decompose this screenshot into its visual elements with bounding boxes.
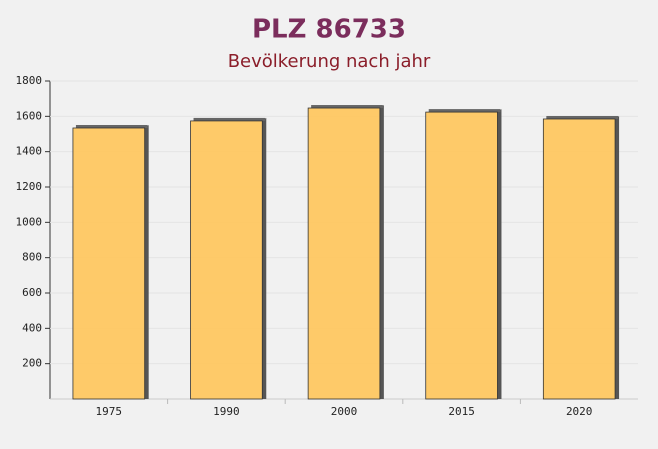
chart-title: PLZ 86733 [252, 15, 406, 45]
bar [190, 120, 263, 400]
bar-shadow [379, 105, 384, 399]
bar-shadow [262, 117, 267, 399]
bar [72, 127, 146, 400]
bar-shadow [615, 115, 620, 399]
bar-shadow-top [546, 115, 619, 119]
bar [425, 111, 498, 400]
bar-shadow-top [193, 117, 266, 121]
y-tick-label: 1600 [16, 109, 43, 122]
x-tick-label: 1990 [213, 405, 240, 418]
x-tick-label: 2020 [566, 405, 593, 418]
bar-shadow-top [311, 105, 383, 109]
bar-shadow-top [75, 124, 148, 128]
bar [542, 118, 616, 400]
x-tick-label: 2000 [331, 405, 358, 418]
y-tick-label: 400 [22, 321, 42, 334]
y-tick-label: 1800 [16, 74, 43, 87]
y-tick-label: 1200 [16, 180, 43, 193]
y-tick-label: 600 [22, 286, 42, 299]
chart-subtitle: Bevölkerung nach jahr [228, 51, 431, 72]
bar-shadow [497, 109, 502, 400]
x-tick-label: 1975 [96, 405, 123, 418]
y-tick-label: 200 [22, 357, 42, 370]
y-tick-label: 800 [22, 251, 42, 264]
x-tick-label: 2015 [448, 405, 475, 418]
bar-shadow [144, 124, 149, 399]
bar [307, 107, 381, 400]
bar-shadow-top [428, 109, 501, 113]
y-tick-label: 1400 [16, 145, 43, 158]
y-tick-label: 1000 [16, 215, 43, 228]
